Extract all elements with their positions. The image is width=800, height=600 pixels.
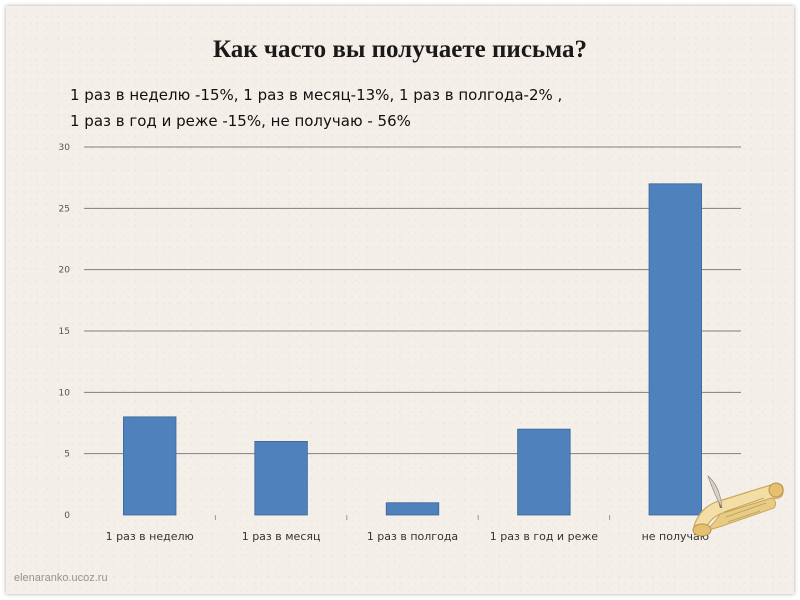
bar-2	[254, 440, 308, 516]
bar-3	[385, 502, 440, 516]
x-category-label: 1 раз в год и реже	[490, 530, 598, 543]
x-category-label: 1 раз в месяц	[242, 530, 321, 543]
subtitle-line-2: 1 раз в год и реже -15%, не получаю - 56…	[70, 112, 411, 130]
y-tick-label: 0	[64, 511, 70, 521]
scroll-quill-icon	[692, 475, 784, 537]
x-category-label: 1 раз в неделю	[106, 530, 194, 543]
y-axis-ticks: 0 5 10 15 20 25 30	[59, 143, 71, 521]
bar-4	[517, 428, 571, 516]
bars	[123, 183, 702, 516]
x-category-label: не получаю	[642, 530, 709, 543]
x-axis: 1 раз в неделю 1 раз в месяц 1 раз в полго…	[106, 515, 709, 543]
y-tick-label: 20	[59, 266, 71, 276]
gridlines	[84, 146, 741, 455]
subtitle-line-1: 1 раз в неделю -15%, 1 раз в месяц-13%, …	[70, 86, 563, 104]
watermark: elenaranko.ucoz.ru	[14, 572, 108, 584]
y-tick-label: 25	[59, 204, 70, 214]
chart-title: Как часто вы получаете письма?	[212, 36, 588, 63]
y-tick-label: 30	[59, 143, 71, 153]
slide: Как часто вы получаете письма? 1 раз в н…	[6, 6, 794, 594]
y-tick-label: 5	[64, 450, 70, 460]
bar-5	[648, 183, 702, 516]
bar-chart: 0 5 10 15 20 25 30 1 раз в неделю 1 раз в месяц…	[59, 143, 741, 543]
x-category-label: 1 раз в полгода	[367, 530, 458, 543]
y-tick-label: 15	[59, 327, 70, 337]
y-tick-label: 10	[59, 388, 71, 398]
bar-1	[123, 416, 177, 516]
